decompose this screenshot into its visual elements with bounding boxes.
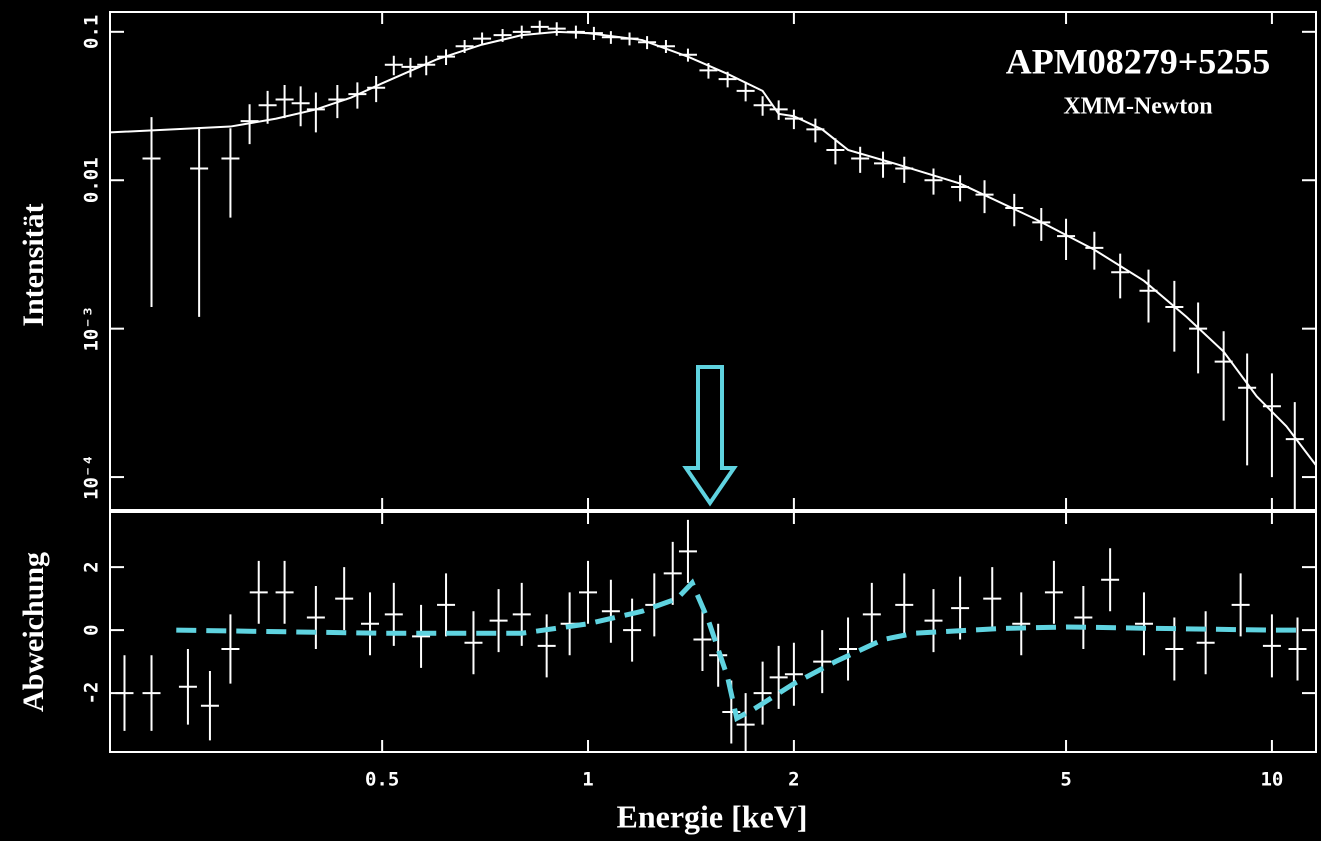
annotation-title: APM08279+5255 [1006, 41, 1270, 81]
x-tick-label: 0.5 [365, 769, 399, 791]
error-bar [291, 86, 310, 127]
y-tick-label: 10⁻³ [81, 306, 103, 352]
x-tick-label: 10 [1260, 769, 1283, 791]
error-bar [178, 649, 197, 725]
bottom-panel-frame [109, 511, 1317, 753]
x-tick-label: 5 [1060, 769, 1071, 791]
error-bar [1196, 611, 1215, 675]
error-bar [826, 138, 845, 165]
error-bar [1012, 592, 1031, 656]
error-bar [530, 20, 549, 34]
error-bar [401, 57, 420, 78]
y-axis-label: Intensität [17, 203, 50, 326]
error-bar [1111, 253, 1130, 299]
y-tick-label: 2 [81, 561, 103, 572]
y-tick-label: 0.1 [81, 15, 103, 49]
arrow [682, 365, 738, 507]
error-bar [924, 168, 943, 195]
error-bar [249, 560, 268, 624]
error-bar [769, 645, 788, 709]
error-bar [335, 567, 354, 631]
error-bar [512, 25, 531, 39]
error-bar [851, 146, 870, 173]
error-bar [736, 81, 755, 102]
error-bar [437, 573, 456, 637]
error-bar [361, 592, 380, 656]
error-bar [1214, 331, 1233, 421]
error-bar [221, 128, 240, 218]
error-bar [1288, 617, 1307, 681]
model-line [110, 30, 1316, 466]
error-bar [579, 560, 598, 624]
x-axis-label: Energie [keV] [616, 798, 807, 834]
error-bar [895, 573, 914, 637]
error-bar [874, 151, 893, 178]
error-bar [1238, 353, 1257, 466]
annotation-subtitle: XMM-Newton [1063, 94, 1212, 120]
error-bar [753, 661, 772, 725]
error-bar [862, 582, 881, 646]
error-bar [200, 671, 219, 741]
error-bar [924, 589, 943, 653]
error-bar [693, 608, 712, 672]
plot-area [110, 20, 1316, 510]
error-bar [1285, 402, 1304, 510]
error-bar [221, 614, 240, 684]
error-bar [1044, 560, 1063, 624]
error-bar [489, 589, 508, 653]
error-bar [1074, 586, 1093, 650]
x-tick-label: 2 [788, 769, 799, 791]
error-bar [623, 598, 642, 662]
error-bar [736, 693, 755, 752]
error-bar [473, 32, 492, 46]
error-bar [275, 560, 294, 624]
error-bar [784, 642, 803, 706]
y-tick-label: 10⁻⁴ [81, 454, 103, 500]
error-bar [464, 611, 483, 675]
error-bar [190, 127, 209, 317]
error-bar [753, 96, 772, 116]
error-bar [142, 655, 161, 731]
error-bar [813, 630, 832, 694]
error-bar [601, 579, 620, 643]
error-bar [412, 604, 431, 668]
error-bar [1134, 592, 1153, 656]
error-bar [663, 541, 682, 605]
plot-area [115, 519, 1307, 752]
y-tick-label: 0.01 [81, 157, 103, 203]
error-bar [1231, 573, 1250, 637]
error-bar [384, 55, 403, 76]
model-line-dashed [176, 578, 1301, 723]
error-bar [839, 617, 858, 681]
top-panel-frame [109, 11, 1317, 511]
error-bar [547, 22, 566, 36]
y-tick-label: -2 [81, 682, 103, 705]
y-axis-label: Abweichung [17, 552, 50, 712]
y-tick-label: 0 [81, 624, 103, 635]
error-bar [258, 90, 277, 124]
error-bar [537, 614, 556, 678]
x-tick-label: 1 [582, 769, 593, 791]
error-bar [678, 519, 697, 583]
error-bar [1101, 548, 1120, 612]
error-bar [142, 117, 161, 307]
error-bar [983, 567, 1002, 631]
error-bar [306, 586, 325, 650]
error-bar [769, 100, 788, 120]
error-bar [1262, 614, 1281, 678]
error-bar [275, 85, 294, 119]
